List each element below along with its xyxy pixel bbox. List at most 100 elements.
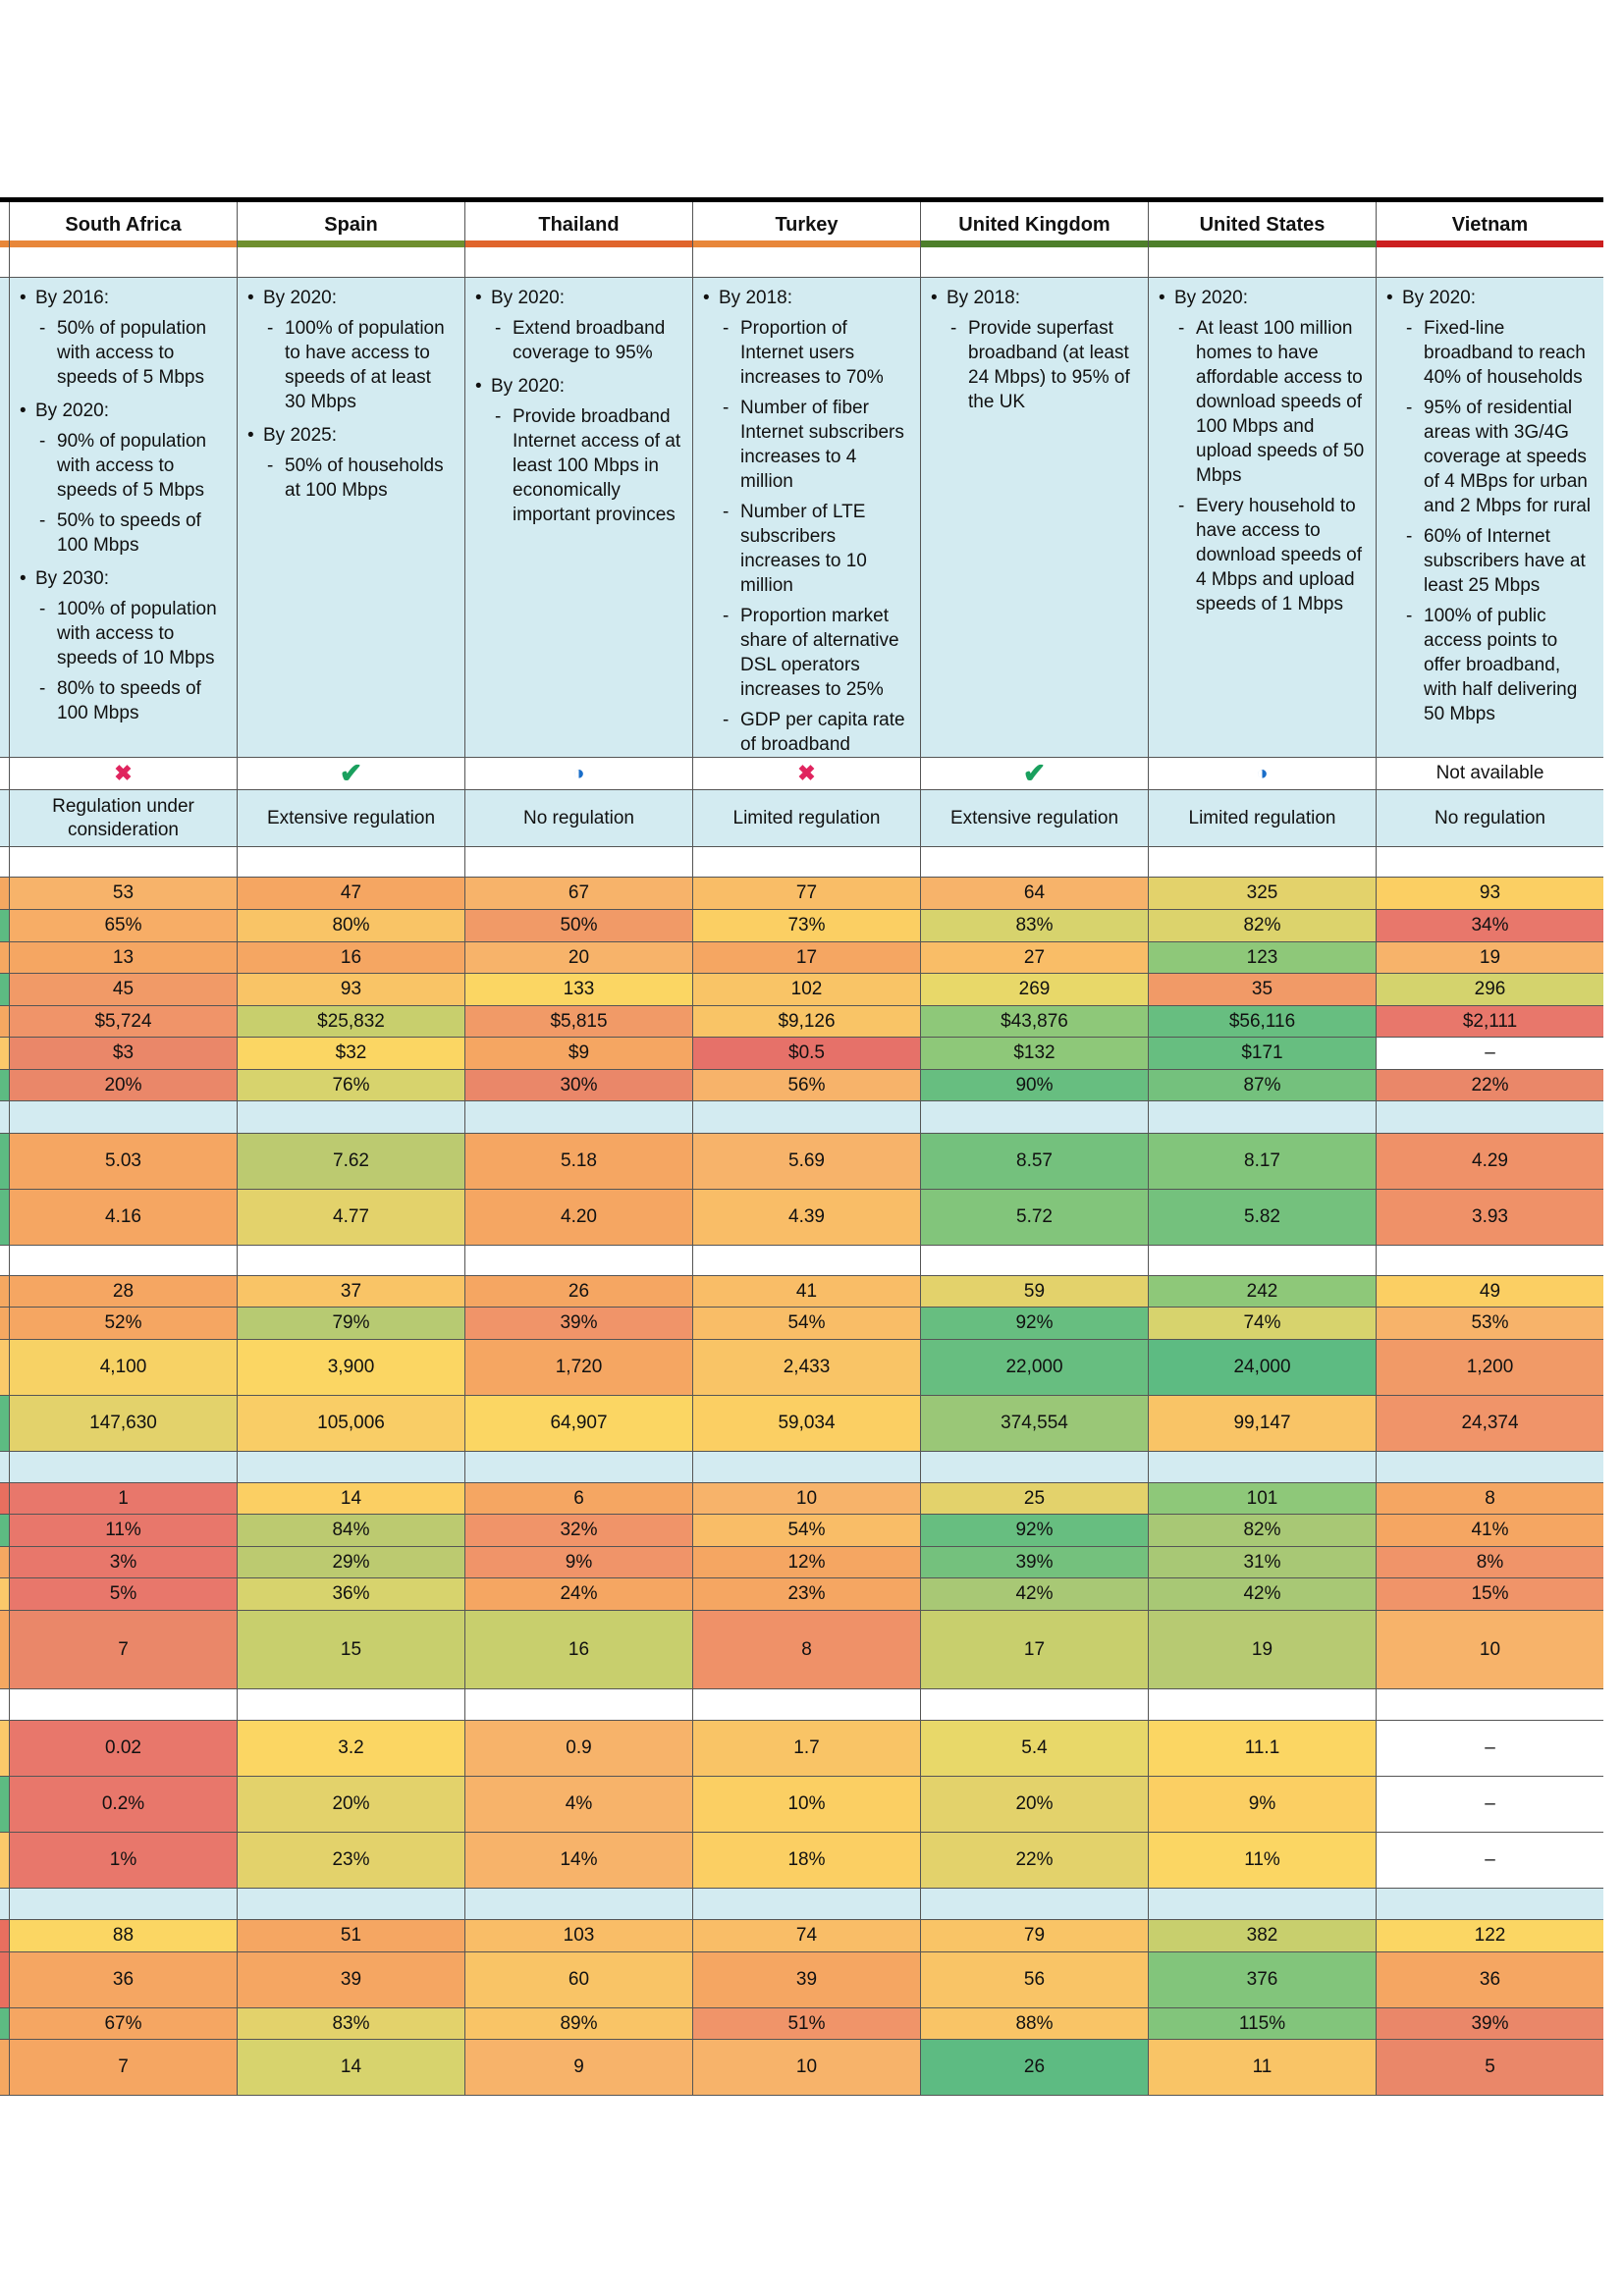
spacer-cell: [920, 1689, 1148, 1721]
data-cell: 64: [920, 878, 1148, 910]
data-cell: 83%: [920, 910, 1148, 942]
header-spacer-row: [0, 247, 1603, 278]
spacer-cell: [920, 1889, 1148, 1920]
spacer-cell: [9, 1452, 237, 1483]
data-cell: 5.4: [920, 1721, 1148, 1777]
row-edge-swatch: [0, 1483, 9, 1515]
goal-year: By 2030:: [20, 566, 227, 591]
row-edge-swatch: [0, 1952, 9, 2008]
data-cell: 41: [692, 1276, 920, 1308]
data-cell: 39%: [464, 1308, 692, 1340]
data-row: 13 16 20 17 27 123 19: [0, 942, 1603, 974]
row-edge: [0, 758, 9, 790]
spacer-cell: [464, 1689, 692, 1721]
data-cell: 382: [1148, 1920, 1376, 1952]
data-cell: 5.03: [9, 1134, 237, 1190]
country-header-united-states: United States: [1148, 202, 1376, 247]
checkmark-icon: ✔: [339, 758, 363, 788]
regulation-cell: No regulation: [464, 790, 692, 847]
spacer-cell: [1376, 1889, 1603, 1920]
row-edge-swatch: [0, 1721, 9, 1777]
spacer-cell: [9, 247, 237, 278]
data-cell: 9%: [1148, 1777, 1376, 1833]
data-cell: 11%: [9, 1515, 237, 1547]
country-color-bar: [238, 240, 464, 247]
data-cell: 5.69: [692, 1134, 920, 1190]
data-cell: $5,724: [9, 1006, 237, 1038]
country-name: Thailand: [538, 214, 620, 236]
status-cell: ✖: [692, 758, 920, 790]
data-cell: 77: [692, 878, 920, 910]
data-row: 65% 80% 50% 73% 83% 82% 34%: [0, 910, 1603, 942]
goals-cell: By 2018: Provide superfast broadband (at …: [920, 278, 1148, 758]
data-row: 147,630 105,006 64,907 59,034 374,554 99,147 2…: [0, 1396, 1603, 1452]
row-edge-swatch: [0, 942, 9, 974]
spacer-cell: [920, 847, 1148, 878]
row-edge: [0, 1101, 9, 1134]
data-row: 7 14 9 10 26 11 5: [0, 2040, 1603, 2096]
spacer-cell: [237, 1452, 464, 1483]
row-edge-swatch: [0, 974, 9, 1006]
goals-cell: By 2020: Extend broadband coverage to 95%…: [464, 278, 692, 758]
goal-year: By 2020:: [20, 399, 227, 423]
regulation-cell: No regulation: [1376, 790, 1603, 847]
data-cell: $32: [237, 1038, 464, 1070]
country-color-bar: [921, 240, 1148, 247]
broadband-goals-row: By 2016: 50% of population with access to…: [0, 278, 1603, 758]
regulation-cell: Limited regulation: [1148, 790, 1376, 847]
data-cell: 20%: [920, 1777, 1148, 1833]
row-edge-swatch: [0, 910, 9, 942]
data-cell: 6: [464, 1483, 692, 1515]
spacer-cell: [1376, 847, 1603, 878]
data-row: 1% 23% 14% 18% 22% 11% –: [0, 1833, 1603, 1889]
data-cell: 10: [692, 2040, 920, 2096]
goal-item: 100% of public access points to offer br…: [1386, 604, 1594, 726]
data-cell: 29%: [237, 1547, 464, 1578]
data-cell: 52%: [9, 1308, 237, 1340]
data-cell: 47: [237, 878, 464, 910]
spacer-cell: [920, 247, 1148, 278]
data-cell: 16: [237, 942, 464, 974]
data-cell: 2,433: [692, 1340, 920, 1396]
spacer-cell: [464, 1452, 692, 1483]
data-cell: 103: [464, 1920, 692, 1952]
spacer-cell: [464, 847, 692, 878]
data-cell: 50%: [464, 910, 692, 942]
data-cell: 31%: [1148, 1547, 1376, 1578]
data-cell: 18%: [692, 1833, 920, 1889]
data-cell: 4,100: [9, 1340, 237, 1396]
regulation-cell: Limited regulation: [692, 790, 920, 847]
broadband-comparison-table: South Africa Spain Thailand Turkey United Ki…: [0, 197, 1603, 2096]
data-cell: 93: [1376, 878, 1603, 910]
data-cell: 4.39: [692, 1190, 920, 1246]
spacer-cell: [692, 1246, 920, 1276]
goal-year: By 2020:: [1386, 286, 1594, 310]
spacer-cell: [1376, 1246, 1603, 1276]
row-edge-swatch: [0, 1190, 9, 1246]
data-cell: 4.16: [9, 1190, 237, 1246]
data-cell: 296: [1376, 974, 1603, 1006]
row-edge: [0, 247, 9, 278]
data-cell: 27: [920, 942, 1148, 974]
data-row: 4,100 3,900 1,720 2,433 22,000 24,000 1,200: [0, 1340, 1603, 1396]
data-cell: $9: [464, 1038, 692, 1070]
data-cell: 10: [692, 1483, 920, 1515]
data-row: 28 37 26 41 59 242 49: [0, 1276, 1603, 1308]
section-spacer-row: [0, 1689, 1603, 1721]
data-row: 7 15 16 8 17 19 10: [0, 1611, 1603, 1689]
data-cell: 93: [237, 974, 464, 1006]
regulation-cell: Extensive regulation: [237, 790, 464, 847]
cross-icon: ✖: [797, 761, 816, 785]
spacer-cell: [1376, 247, 1603, 278]
spacer-cell: [9, 1689, 237, 1721]
country-color-bar: [1149, 240, 1376, 247]
goal-item: Every household to have access to downlo…: [1159, 494, 1366, 616]
data-cell: 3.93: [1376, 1190, 1603, 1246]
data-cell: 39%: [920, 1547, 1148, 1578]
data-cell: 34%: [1376, 910, 1603, 942]
data-cell: 1: [9, 1483, 237, 1515]
data-cell: 1%: [9, 1833, 237, 1889]
goals-cell: By 2018: Proportion of Internet users inc…: [692, 278, 920, 758]
row-edge: [0, 1246, 9, 1276]
spacer-cell: [1376, 1452, 1603, 1483]
